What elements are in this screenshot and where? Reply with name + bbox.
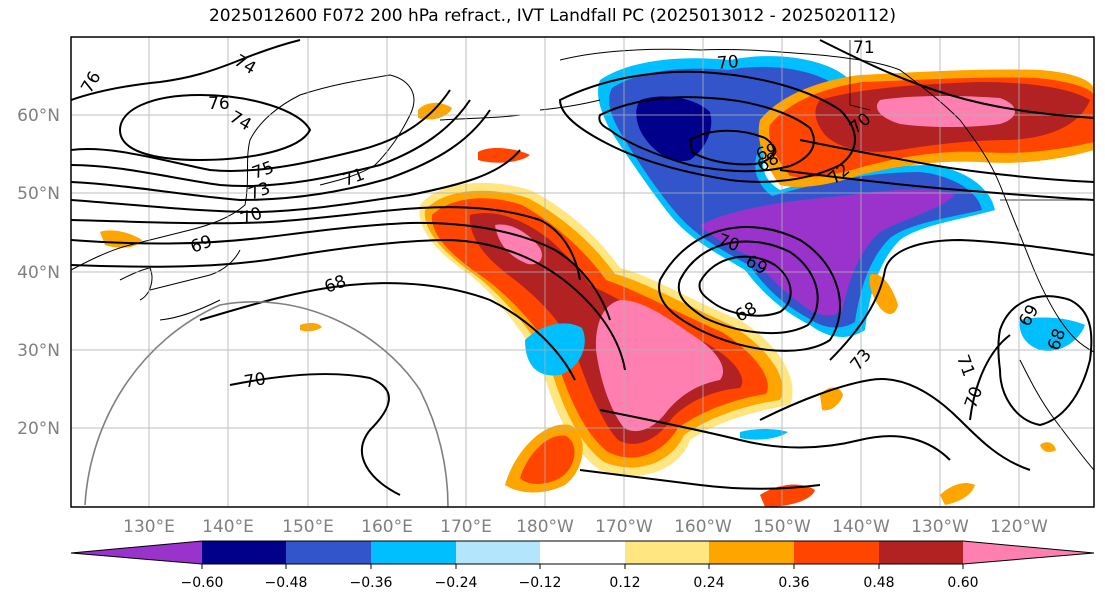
- coastline-japan: [149, 249, 241, 321]
- contour-line: [558, 70, 856, 183]
- positive-ne-pink: [876, 95, 1015, 127]
- colorbar-segment: [963, 541, 1094, 564]
- lat-label: 50°N: [17, 184, 60, 204]
- contour-line: [819, 39, 1094, 119]
- positive-plume-pink-2: [495, 224, 542, 265]
- lon-label: 130°W: [911, 517, 969, 537]
- colorbar-tick-label: −0.48: [265, 575, 308, 591]
- colorbar-tick-label: −0.36: [350, 575, 393, 591]
- colorbar-segment: [879, 541, 963, 564]
- negative-trough-navy: [636, 96, 712, 161]
- contour-line: [688, 129, 775, 166]
- contour-line: [71, 99, 471, 187]
- lon-label: 180°W: [516, 517, 574, 537]
- contour-line: [969, 334, 1011, 421]
- contour-line: [677, 240, 819, 335]
- contour-line: [598, 96, 815, 173]
- positive-blob-5: [869, 274, 898, 315]
- negative-blob-3: [740, 429, 788, 440]
- colorbar-segment: [456, 541, 540, 564]
- negative-trough-purple: [700, 189, 955, 316]
- contour-line: [71, 39, 301, 101]
- colorbar-tick-label: 0.12: [609, 575, 640, 591]
- lon-label: 130°E: [123, 517, 175, 537]
- latitude-labels: 20°N 30°N 40°N 50°N 60°N: [17, 106, 60, 439]
- colorbar-tick-label: 0.48: [863, 575, 894, 591]
- colorbar-segment: [709, 541, 794, 564]
- contours: [71, 39, 1094, 496]
- colorbar-segment: [286, 541, 371, 564]
- colorbar-tick-labels: −0.60 −0.48 −0.36 −0.24 −0.12 0.12 0.24 …: [181, 575, 979, 591]
- contour-line: [229, 373, 401, 496]
- colorbar-segment: [540, 541, 625, 564]
- contour-line: [698, 255, 792, 317]
- lon-label: 140°W: [832, 517, 890, 537]
- colorbar: −0.60 −0.48 −0.36 −0.24 −0.12 0.12 0.24 …: [70, 540, 1095, 591]
- contour-label: 70: [243, 369, 268, 392]
- lon-label: 120°W: [990, 517, 1048, 537]
- coastline-korea: [119, 267, 153, 301]
- colorbar-tick-label: −0.24: [435, 575, 478, 591]
- colorbar-segment: [202, 541, 286, 564]
- lon-label: 160°E: [361, 517, 413, 537]
- contour-label: 76: [208, 94, 230, 114]
- grid: [71, 37, 1094, 507]
- contour-line: [71, 238, 626, 371]
- colorbar-tick-label: −0.12: [519, 575, 562, 591]
- lon-label: 170°W: [595, 517, 653, 537]
- positive-blob-7: [940, 483, 975, 505]
- colorbar-tick-label: 0.60: [947, 575, 978, 591]
- colorbar-tick-label: 0.24: [693, 575, 724, 591]
- contour-line: [71, 109, 491, 202]
- contour-line: [579, 469, 821, 490]
- contour-line: [71, 206, 581, 281]
- colorbar-segment: [71, 541, 202, 564]
- contour-line: [759, 378, 1031, 471]
- lon-label: 150°E: [282, 517, 334, 537]
- contour-label: 71: [853, 38, 875, 58]
- contour-line: [599, 409, 951, 461]
- colorbar-tick-label: 0.36: [778, 575, 809, 591]
- positive-blob-9: [300, 322, 322, 332]
- contour-line: [199, 282, 576, 381]
- coastline-north-america: [999, 184, 1094, 353]
- lon-label: 140°E: [202, 517, 254, 537]
- negative-blob-2: [1019, 317, 1085, 351]
- colorbar-segment: [794, 541, 879, 564]
- positive-blob-6: [760, 484, 815, 507]
- colorbar-segment: [625, 541, 709, 564]
- colorbar-ticks: [201, 564, 964, 569]
- map-frame: [70, 36, 1095, 508]
- contour-line: [118, 93, 312, 162]
- positive-blob-4: [820, 387, 843, 411]
- lon-label: 170°E: [440, 517, 492, 537]
- contour-line: [658, 226, 841, 352]
- coastline-alaska: [559, 48, 1001, 186]
- contour-line: [779, 169, 1094, 201]
- map-title: 2025012600 F072 200 hPa refract., IVT La…: [208, 6, 896, 26]
- contour-line: [71, 221, 611, 321]
- contour-line: [71, 89, 451, 172]
- lon-label: 150°W: [753, 517, 811, 537]
- lat-label: 40°N: [17, 263, 60, 283]
- colorbar-segment: [371, 541, 456, 564]
- positive-blob-10: [1040, 442, 1056, 453]
- contour-line: [829, 238, 1094, 361]
- coastline-mexico: [1019, 359, 1094, 471]
- positive-plume-pink: [595, 300, 724, 432]
- lat-label: 60°N: [17, 106, 60, 126]
- positive-blob-south-red: [520, 435, 575, 484]
- great-circle-arc: [84, 301, 449, 507]
- colorbar-tick-label: −0.60: [181, 575, 224, 591]
- lon-label: 160°W: [674, 517, 732, 537]
- contour-line: [71, 149, 521, 214]
- lat-label: 20°N: [17, 419, 60, 439]
- lat-label: 30°N: [17, 341, 60, 361]
- contour-line: [799, 139, 1094, 183]
- longitude-labels: 130°E 140°E 150°E 160°E 170°E 180°W 170°…: [123, 517, 1048, 537]
- positive-blob-north: [478, 148, 530, 163]
- contour-label: 70: [716, 52, 739, 74]
- contour-line: [997, 295, 1093, 427]
